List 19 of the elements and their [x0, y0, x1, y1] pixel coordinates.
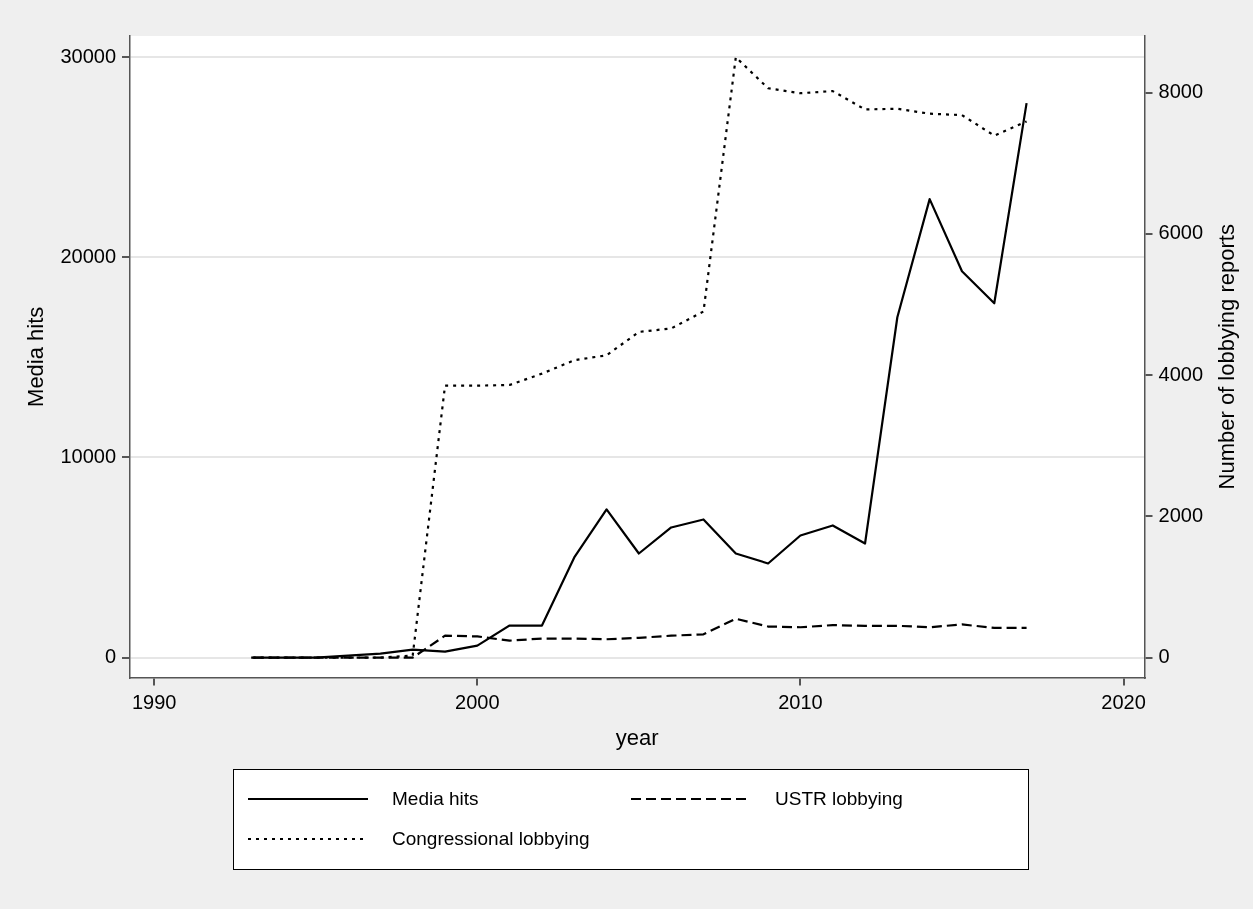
x-axis-title: year — [615, 724, 659, 750]
y2-tick-label: 8000 — [1158, 80, 1204, 103]
y-axis-title: Media hits — [23, 306, 49, 407]
legend-label: USTR lobbying — [775, 788, 903, 810]
y2-tick-label: 2000 — [1158, 503, 1204, 526]
x-tick-label: 2000 — [455, 691, 500, 714]
y2-tick-label: 0 — [1158, 645, 1170, 668]
y2-tick-label: 4000 — [1158, 362, 1204, 385]
x-tick-label: 1990 — [132, 691, 177, 714]
legend-label: Media hits — [392, 788, 479, 810]
x-tick-label: 2020 — [1101, 691, 1146, 714]
y-tick-label: 0 — [104, 645, 117, 668]
legend-label: Congressional lobbying — [392, 828, 590, 850]
y-tick-label: 30000 — [60, 44, 117, 67]
y-tick-label: 20000 — [60, 244, 117, 267]
y2-axis-title: Number of lobbying reports — [1214, 224, 1240, 490]
x-tick-label: 2010 — [778, 691, 823, 714]
y2-tick-label: 6000 — [1158, 221, 1204, 244]
y-tick-label: 10000 — [60, 444, 117, 467]
